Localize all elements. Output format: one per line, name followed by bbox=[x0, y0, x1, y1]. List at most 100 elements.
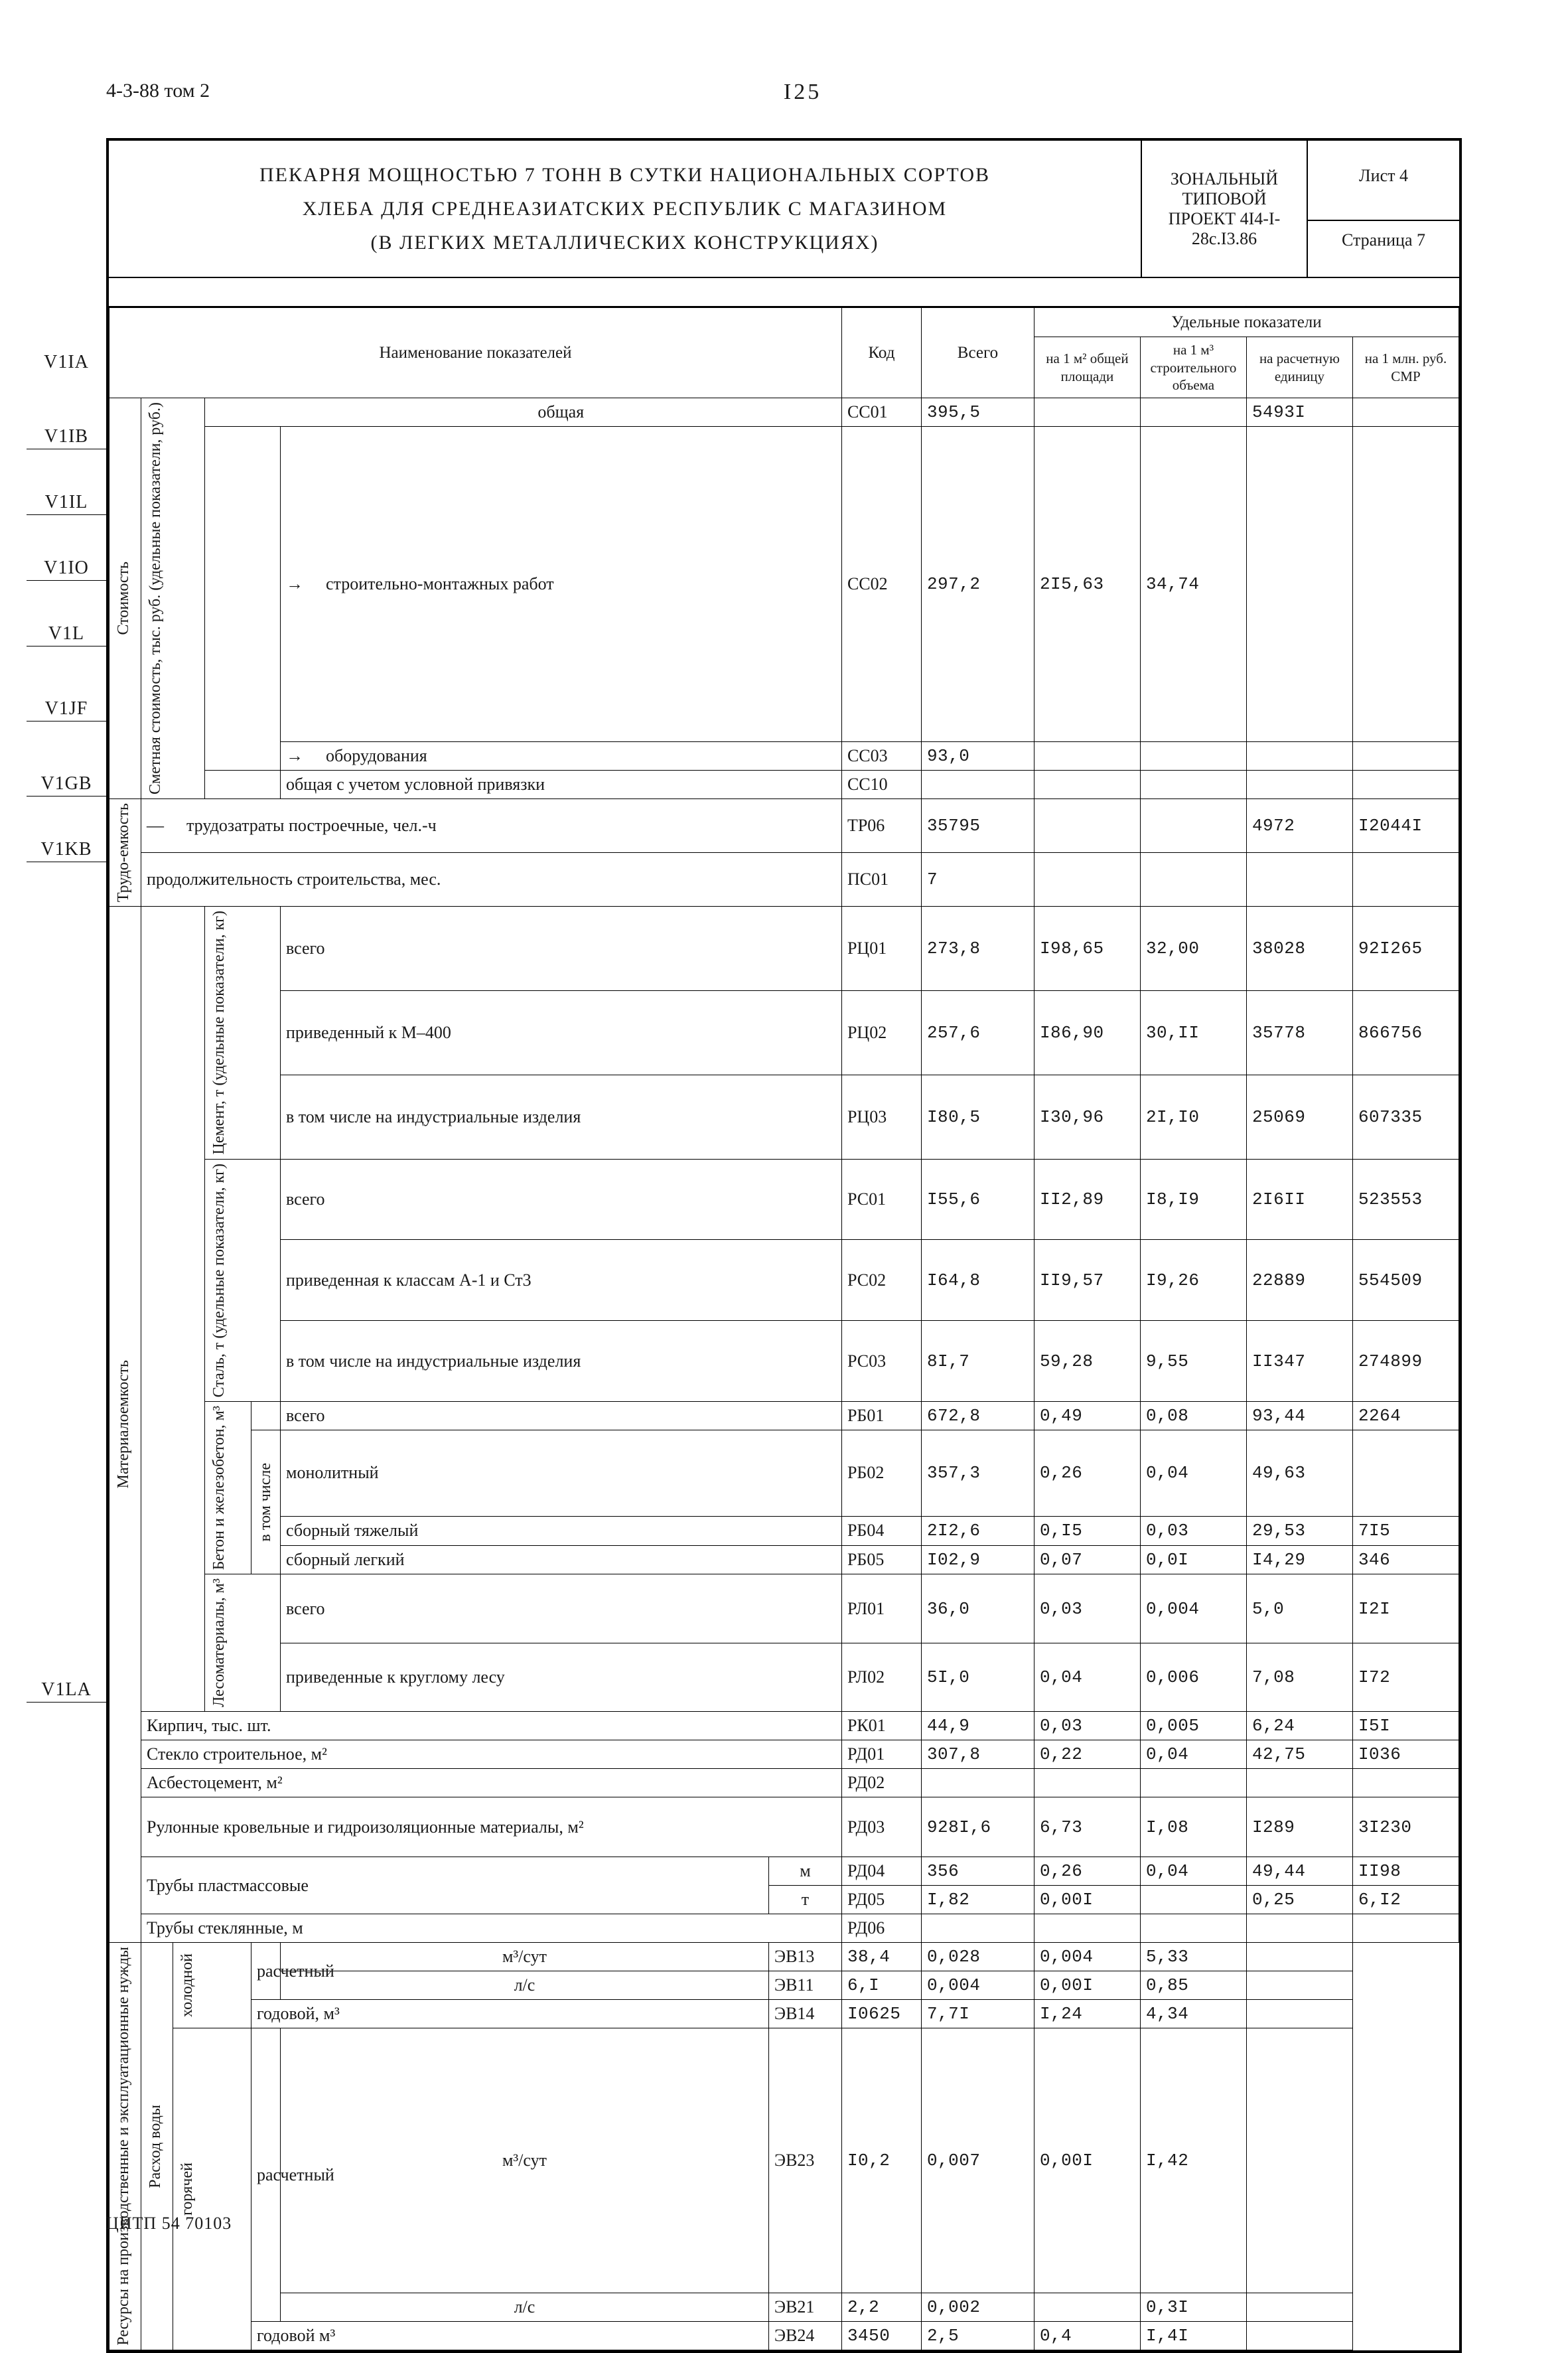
cell: 29,53 bbox=[1246, 1516, 1352, 1545]
sheet-info-box: Лист 4 Страница 7 bbox=[1307, 141, 1459, 277]
cell bbox=[1246, 1914, 1352, 1943]
row-name: годовой м³ bbox=[251, 2321, 769, 2350]
cell: 0,0I bbox=[1140, 1545, 1246, 1574]
cell: I,08 bbox=[1140, 1797, 1246, 1857]
cell: 928I,6 bbox=[921, 1797, 1034, 1857]
sheet-number: Лист 4 bbox=[1320, 166, 1447, 186]
cell bbox=[1352, 398, 1459, 427]
table-row: годовой м³ ЭВ24 34502,50,4I,4I bbox=[109, 2321, 1459, 2350]
table-row: Сталь, т (уде­льные показа­тели, кг) все… bbox=[109, 1159, 1459, 1240]
col-total: Всего bbox=[921, 308, 1034, 398]
cell bbox=[1140, 770, 1246, 798]
cell: 273,8 bbox=[921, 907, 1034, 991]
table-row: Асбестоцемент, м² РД02 bbox=[109, 1769, 1459, 1797]
vg-resources: Ресурсы на производственные и эксплуатац… bbox=[109, 1943, 141, 2350]
vg-steel: Сталь, т (уде­льные показа­тели, кг) bbox=[205, 1159, 281, 1401]
cell: 5493I bbox=[1246, 398, 1352, 427]
row-name: Кирпич, тыс. шт. bbox=[141, 1712, 842, 1740]
row-code: РБ05 bbox=[841, 1545, 921, 1574]
cell bbox=[1246, 2028, 1352, 2293]
cell: 0,007 bbox=[921, 2028, 1034, 2293]
cell: 2,2 bbox=[841, 2293, 921, 2321]
cell: 0,004 bbox=[1034, 1943, 1140, 1971]
cell: I72 bbox=[1352, 1643, 1459, 1711]
row-name: Трубы пластмассовые bbox=[141, 1857, 769, 1914]
row-name: приведенный к М–400 bbox=[281, 990, 842, 1075]
vg-hot: горячей bbox=[173, 2028, 251, 2350]
row-code: СС10 bbox=[841, 770, 921, 798]
cell: 0,005 bbox=[1140, 1712, 1246, 1740]
row-unit: л/с bbox=[281, 2293, 769, 2321]
vg-concrete-sub: в том числе bbox=[251, 1430, 281, 1574]
row-code: ТР06 bbox=[841, 798, 921, 852]
cell bbox=[1034, 741, 1140, 770]
cell bbox=[1140, 1886, 1246, 1914]
table-row: Стоимость Сметная стоимость, тыс. руб. (… bbox=[109, 398, 1459, 427]
cell bbox=[1246, 770, 1352, 798]
row-code: СС03 bbox=[841, 741, 921, 770]
cell: 297,2 bbox=[921, 427, 1034, 742]
cell: II347 bbox=[1246, 1321, 1352, 1402]
row-code: РС01 bbox=[841, 1159, 921, 1240]
row-name: оборудования bbox=[281, 741, 842, 770]
cell: 3I230 bbox=[1352, 1797, 1459, 1857]
cell: 0,002 bbox=[921, 2293, 1034, 2321]
title-main: ПЕКАРНЯ МОЩНОСТЬЮ 7 ТОНН В СУТКИ НАЦИОНА… bbox=[109, 141, 1141, 277]
cell: 356 bbox=[921, 1857, 1034, 1886]
title-block: ПЕКАРНЯ МОЩНОСТЬЮ 7 ТОНН В СУТКИ НАЦИОНА… bbox=[109, 141, 1459, 278]
cell: 0,04 bbox=[1140, 1740, 1246, 1769]
col-u2: на 1 м³ строитель­ного объема bbox=[1140, 337, 1246, 398]
cell: I,42 bbox=[1140, 2028, 1246, 2293]
table-row: сборный тяжелый РБ04 2I2,60,I50,0329,537… bbox=[109, 1516, 1459, 1545]
cell: 2,5 bbox=[921, 2321, 1034, 2350]
cell: I2I bbox=[1352, 1574, 1459, 1643]
cell: I036 bbox=[1352, 1740, 1459, 1769]
cell bbox=[921, 770, 1034, 798]
vg-wood: Лесома­териалы, м³ bbox=[205, 1574, 281, 1712]
row-name: годовой, м³ bbox=[251, 2000, 769, 2028]
cell: 395,5 bbox=[921, 398, 1034, 427]
cell: 672,8 bbox=[921, 1401, 1034, 1430]
row-name: расчетный bbox=[251, 2028, 281, 2322]
row-name: Стекло строительное, м² bbox=[141, 1740, 842, 1769]
cell: 0,04 bbox=[1034, 1643, 1140, 1711]
table-row: Ресурсы на производственные и эксплуатац… bbox=[109, 1943, 1459, 1971]
row-code: РС02 bbox=[841, 1240, 921, 1321]
cell: 35778 bbox=[1246, 990, 1352, 1075]
cell bbox=[1246, 2293, 1352, 2321]
cell: 4,34 bbox=[1140, 2000, 1246, 2028]
cell: 0,004 bbox=[921, 1971, 1034, 2000]
table-row: Лесома­териалы, м³ всего РЛ01 36,00,030,… bbox=[109, 1574, 1459, 1643]
row-code: РК01 bbox=[841, 1712, 921, 1740]
cell bbox=[1246, 2321, 1352, 2350]
cell: 0,26 bbox=[1034, 1857, 1140, 1886]
cell: 0,04 bbox=[1140, 1857, 1246, 1886]
row-name: в том числе на индустриальные изделия bbox=[281, 1321, 842, 1402]
cell bbox=[1034, 798, 1140, 852]
row-name: общая с учетом условной привязки bbox=[281, 770, 842, 798]
project-code: ЗОНАЛЬНЫЙ ТИПОВОЙ ПРОЕКТ 4I4-I-28с.I3.86 bbox=[1154, 169, 1295, 249]
table-row: продолжительность строительства, мес. ПС… bbox=[109, 853, 1459, 907]
header-left: 4-3-88 том 2 bbox=[106, 80, 210, 105]
row-name: сборный легкий bbox=[281, 1545, 842, 1574]
row-code: ЭВ14 bbox=[768, 2000, 841, 2028]
row-code: РЦ01 bbox=[841, 907, 921, 991]
cell: 357,3 bbox=[921, 1430, 1034, 1516]
table-row: строительно-монтажных работ СС02 297,22I… bbox=[109, 427, 1459, 742]
row-name: Трубы стеклянные, м bbox=[141, 1914, 842, 1943]
row-code: РД01 bbox=[841, 1740, 921, 1769]
cell bbox=[1034, 770, 1140, 798]
cell: II9,57 bbox=[1034, 1240, 1140, 1321]
cell bbox=[1246, 853, 1352, 907]
cell: I4,29 bbox=[1246, 1545, 1352, 1574]
cell: 7,7I bbox=[921, 2000, 1034, 2028]
row-code: РД04 bbox=[841, 1857, 921, 1886]
row-unit: м³/сут bbox=[281, 1943, 769, 1971]
cell: 0,00I bbox=[1034, 1971, 1140, 2000]
cell: 5I,0 bbox=[921, 1643, 1034, 1711]
col-code: Код bbox=[841, 308, 921, 398]
cell: 38,4 bbox=[841, 1943, 921, 1971]
cell: 0,03 bbox=[1140, 1516, 1246, 1545]
table-row: Трубы стеклянные, м РД06 bbox=[109, 1914, 1459, 1943]
cell: I,4I bbox=[1140, 2321, 1246, 2350]
